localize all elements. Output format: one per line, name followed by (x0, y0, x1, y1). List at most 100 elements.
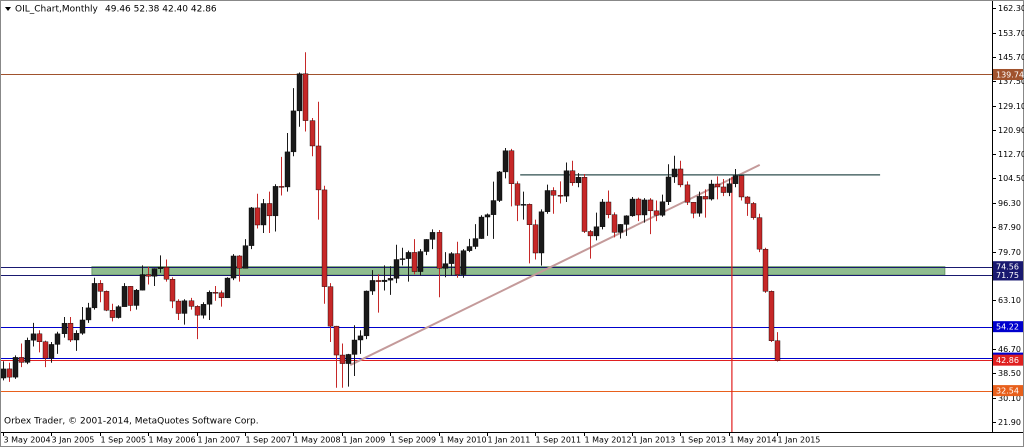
candle-body (411, 252, 418, 272)
candle-body (127, 286, 134, 306)
candle-body (109, 310, 116, 318)
candle-body (339, 354, 346, 364)
y-tick-label: 21.90 (998, 418, 1021, 427)
candle-body (557, 195, 564, 197)
candle-body (611, 214, 618, 233)
x-tick-label: 1 Sep 2005 (101, 436, 147, 445)
candle-body (181, 300, 188, 314)
y-tick-label: 30.10 (998, 394, 1021, 403)
candle-body (563, 170, 570, 197)
y-tick-label: 79.70 (998, 248, 1021, 257)
candle-body (417, 251, 424, 272)
candle-body (79, 319, 86, 334)
x-tick-label: 1 Sep 2011 (536, 436, 582, 445)
x-tick-label: 1 May 2006 (149, 436, 196, 445)
candle-body (726, 183, 733, 193)
candle-body (478, 216, 485, 239)
x-tick-label: 1 Sep 2013 (681, 436, 727, 445)
candle-body (351, 339, 358, 355)
symbol: OIL_Chart,Monthly (15, 5, 99, 15)
level-label-box (993, 385, 1023, 397)
candle-body (635, 198, 642, 216)
candle-body (762, 248, 769, 292)
candle-body (647, 199, 654, 212)
menu-arrow (5, 7, 11, 11)
candle-body (248, 207, 255, 246)
y-tick-label: 46.70 (998, 345, 1021, 354)
candle-body (315, 145, 322, 191)
candle-body (381, 279, 388, 282)
candle-body (677, 168, 684, 186)
candle-body (369, 280, 376, 292)
candle-body (514, 183, 521, 206)
candle-body (490, 200, 497, 215)
candle-body (54, 333, 61, 345)
candle-body (175, 300, 182, 314)
candle-body (684, 184, 691, 203)
level-label-box (993, 269, 1023, 281)
candle-body (157, 266, 164, 269)
candle-body (139, 274, 146, 291)
candle-body (472, 238, 479, 247)
candle-body (405, 252, 412, 259)
level-label-box (993, 261, 1023, 273)
candle-body (508, 150, 515, 184)
quote: 49.46 52.38 42.40 42.86 (105, 5, 217, 15)
candle-body (242, 245, 249, 269)
candle-body (278, 186, 285, 188)
x-tick-label: 1 Sep 2007 (246, 436, 292, 445)
candle-body (42, 341, 49, 359)
candle-body (188, 300, 195, 307)
candle-body (460, 250, 467, 275)
y-tick-label: 137.50 (998, 77, 1024, 86)
x-tick-label: 1 May 2008 (294, 436, 341, 445)
candle-body (333, 325, 340, 356)
level-label: 71.75 (996, 271, 1019, 280)
candle-body (97, 283, 104, 292)
candle-body (399, 258, 406, 260)
candle-body (442, 263, 449, 269)
candle-body (290, 110, 297, 153)
candle-body (30, 333, 37, 341)
candle-body (623, 215, 630, 225)
candle-body (327, 286, 334, 327)
y-tick-label: 87.90 (998, 223, 1021, 232)
level-label: 74.56 (996, 263, 1019, 272)
candle-body (429, 232, 436, 240)
candle-body (768, 291, 775, 341)
candle-body (659, 201, 666, 216)
candle-body (593, 226, 600, 237)
candle-body (218, 292, 225, 299)
candle-body (436, 232, 443, 269)
candle-body (617, 224, 624, 233)
candle-body (24, 340, 31, 363)
candle-body (36, 333, 43, 342)
candle-body (272, 186, 279, 217)
candle-body (605, 201, 612, 215)
candle-body (423, 239, 430, 252)
candle-body (454, 253, 461, 275)
candle-body (85, 307, 92, 321)
y-tick-label: 96.30 (998, 199, 1021, 208)
candle-body (532, 224, 539, 254)
footer: Orbex Trader, © 2001-2014, MetaQuotes So… (4, 417, 259, 427)
candle-body (236, 255, 243, 269)
candle-body (714, 183, 721, 188)
candle-body (496, 171, 503, 201)
candle-body (200, 304, 207, 316)
candle-body (732, 175, 739, 184)
candle-body (520, 204, 527, 206)
y-tick-label: 63.10 (998, 296, 1021, 305)
candle-body (720, 186, 727, 193)
x-tick-label: 1 Sep 2009 (391, 436, 437, 445)
candle-body (73, 333, 80, 341)
candle-body (774, 340, 781, 361)
candle-body (653, 210, 660, 216)
candle-body (133, 289, 140, 306)
level-label-box (993, 354, 1023, 366)
candle-body (671, 168, 678, 178)
candle-body (212, 292, 219, 294)
candle-body (169, 279, 176, 302)
